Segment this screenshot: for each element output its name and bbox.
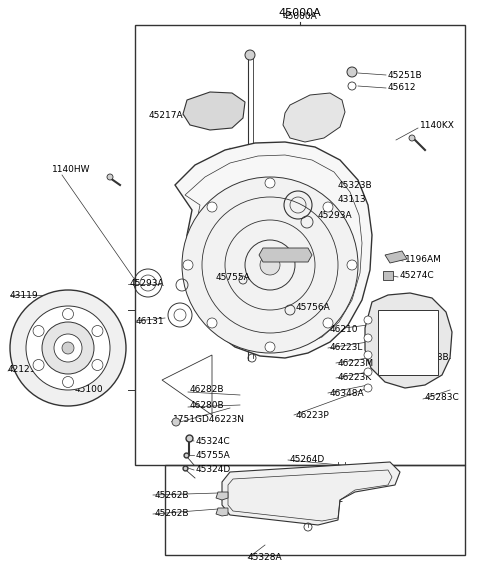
Polygon shape — [283, 93, 345, 142]
Text: 45100: 45100 — [75, 385, 104, 394]
Circle shape — [245, 50, 255, 60]
Circle shape — [347, 260, 357, 270]
Text: 1196AM: 1196AM — [405, 255, 442, 264]
Circle shape — [183, 260, 193, 270]
Polygon shape — [365, 293, 452, 388]
Text: 45000A: 45000A — [283, 12, 317, 21]
Text: 46131: 46131 — [136, 317, 165, 327]
Text: 45756A: 45756A — [296, 303, 331, 312]
Circle shape — [364, 334, 372, 342]
Text: 46223K: 46223K — [338, 373, 372, 382]
Text: 46280B: 46280B — [190, 401, 225, 409]
Circle shape — [54, 334, 82, 362]
Polygon shape — [385, 251, 407, 263]
Text: 45251B: 45251B — [388, 71, 422, 79]
Polygon shape — [222, 462, 400, 525]
Circle shape — [62, 342, 74, 354]
Circle shape — [364, 316, 372, 324]
Text: 46223L: 46223L — [330, 344, 363, 352]
Text: 45323B: 45323B — [338, 181, 372, 189]
Text: 46223M: 46223M — [338, 359, 374, 368]
Text: 45755A: 45755A — [216, 274, 251, 283]
Polygon shape — [216, 492, 228, 500]
Text: 43113: 43113 — [338, 196, 367, 205]
Text: 45293A: 45293A — [130, 279, 165, 287]
Text: 45248A: 45248A — [272, 254, 307, 263]
Text: 46210: 46210 — [330, 325, 359, 335]
Text: 46223P: 46223P — [296, 410, 330, 420]
Polygon shape — [175, 142, 372, 358]
Text: 45612: 45612 — [388, 83, 417, 92]
Circle shape — [323, 202, 333, 212]
Text: 42121B: 42121B — [8, 365, 43, 374]
Circle shape — [347, 67, 357, 77]
Polygon shape — [183, 92, 245, 130]
Bar — [165, 465, 465, 555]
Circle shape — [62, 377, 73, 388]
Circle shape — [62, 308, 73, 320]
Text: 45274C: 45274C — [400, 271, 434, 280]
Circle shape — [260, 255, 280, 275]
Polygon shape — [216, 508, 228, 516]
Text: 43119: 43119 — [10, 291, 38, 299]
Bar — [378, 310, 438, 375]
Circle shape — [409, 135, 415, 141]
Circle shape — [364, 368, 372, 376]
Circle shape — [33, 360, 44, 370]
Text: 45262B: 45262B — [155, 508, 190, 518]
Text: 45000A: 45000A — [278, 8, 322, 18]
Text: 45264D: 45264D — [290, 455, 325, 465]
Circle shape — [172, 418, 180, 426]
Text: 45755A: 45755A — [196, 450, 231, 459]
Text: 45264E: 45264E — [310, 495, 344, 504]
Text: 45283C: 45283C — [425, 393, 460, 402]
Circle shape — [207, 202, 217, 212]
Text: 45324D: 45324D — [196, 466, 231, 474]
Circle shape — [42, 322, 94, 374]
Circle shape — [92, 360, 103, 370]
Text: 45293A: 45293A — [318, 210, 353, 219]
Text: 45217A: 45217A — [148, 111, 183, 120]
Circle shape — [10, 290, 126, 406]
Circle shape — [107, 174, 113, 180]
Circle shape — [33, 325, 44, 336]
Circle shape — [364, 351, 372, 359]
Text: 46282B: 46282B — [190, 385, 225, 394]
Text: 1140HW: 1140HW — [52, 165, 91, 174]
Text: 46348A: 46348A — [330, 389, 365, 397]
Circle shape — [265, 342, 275, 352]
Circle shape — [92, 325, 103, 336]
Circle shape — [265, 178, 275, 188]
Bar — [135, 25, 465, 465]
Circle shape — [182, 177, 358, 353]
Text: 1751GD46223N: 1751GD46223N — [173, 416, 245, 425]
Text: 45328A: 45328A — [248, 552, 283, 561]
Circle shape — [26, 306, 110, 390]
Text: 1140KX: 1140KX — [420, 120, 455, 129]
Text: 45328B: 45328B — [415, 353, 450, 363]
Text: 45324C: 45324C — [196, 437, 230, 446]
Circle shape — [323, 318, 333, 328]
Text: 45262B: 45262B — [155, 491, 190, 499]
Polygon shape — [259, 248, 312, 262]
Text: 45328: 45328 — [310, 514, 338, 523]
Circle shape — [207, 318, 217, 328]
Bar — [383, 271, 393, 280]
Circle shape — [364, 384, 372, 392]
